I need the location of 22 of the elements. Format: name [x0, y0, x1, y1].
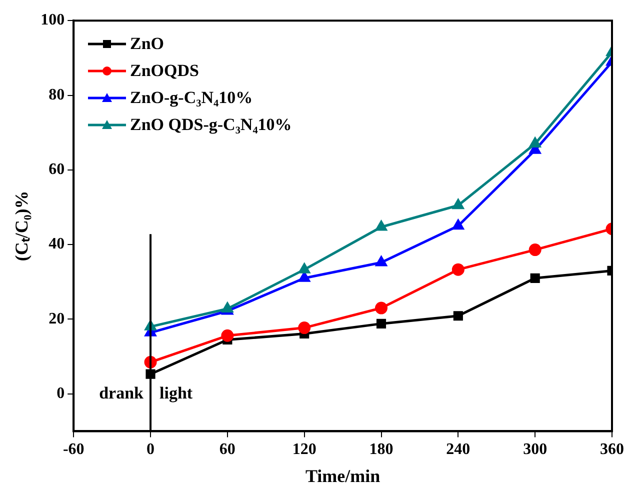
- x-tick-label: -60: [62, 440, 84, 458]
- x-axis-title: Time/min: [305, 466, 380, 486]
- legend-label: ZnO QDS-g-C₃N₄10%: [130, 114, 292, 136]
- x-tick-label: 0: [146, 440, 155, 458]
- y-axis-title: (Cₜ/C₀)%: [11, 190, 32, 262]
- x-tick-label: 60: [219, 440, 236, 458]
- x-tick-label: 120: [292, 440, 316, 458]
- x-tick-label: 180: [369, 440, 394, 458]
- legend-label: ZnOQDS: [130, 60, 199, 82]
- annotation: light: [160, 383, 193, 402]
- legend-label: ZnO-g-C₃N₄10%: [130, 87, 253, 109]
- legend-label: ZnO: [130, 33, 164, 55]
- y-tick-label: 100: [40, 12, 65, 29]
- x-tick-label: 360: [600, 440, 624, 458]
- annotation: drank: [99, 383, 144, 402]
- y-tick-label: 0: [56, 385, 65, 402]
- x-tick-label: 300: [523, 440, 548, 458]
- y-tick-label: 40: [48, 236, 65, 253]
- y-tick-label: 60: [48, 161, 65, 178]
- y-tick-label: 80: [48, 86, 65, 104]
- x-tick-label: 240: [446, 440, 470, 458]
- y-tick-label: 20: [48, 310, 65, 328]
